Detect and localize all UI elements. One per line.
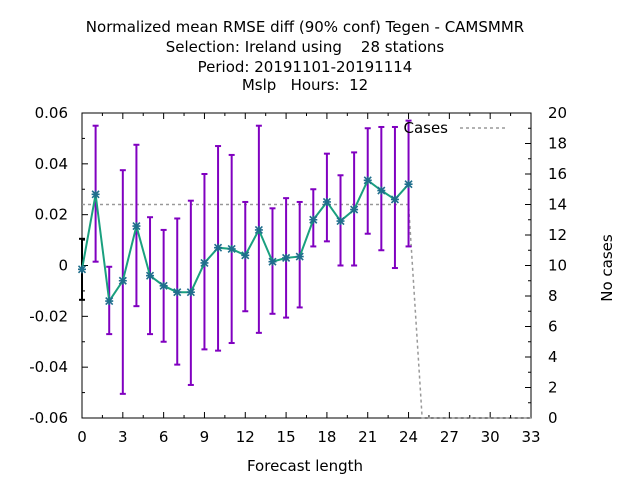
legend-label-cases: Cases (403, 119, 448, 137)
y2-axis-label: No cases (598, 234, 616, 302)
mean-point (404, 180, 413, 189)
mean-series (77, 176, 413, 306)
y2-tick-label: 2 (548, 379, 558, 397)
mean-point (105, 297, 114, 306)
mean-point (390, 195, 400, 204)
y2-tick-label: 4 (548, 348, 558, 366)
y2-tick-label: 16 (548, 165, 567, 183)
mean-point (200, 258, 209, 268)
title-line-3: Period: 20191101-20191114 (198, 58, 413, 76)
y2-tick-label: 12 (548, 226, 567, 244)
title-line-2: Selection: Ireland using 28 stations (166, 38, 445, 56)
y2-tick-label: 18 (548, 135, 567, 153)
mean-point (213, 243, 223, 252)
x-tick-label: 6 (159, 428, 169, 446)
y-tick-label: -0.04 (29, 358, 68, 376)
mean-point (91, 190, 100, 199)
mean-point (336, 216, 345, 226)
x-tick-label: 27 (440, 428, 459, 446)
y-tick-label: 0.02 (35, 206, 68, 224)
mean-point (322, 197, 331, 207)
mean-point (268, 257, 277, 266)
y2-tick-label: 0 (548, 409, 558, 427)
legend: Cases (403, 119, 505, 137)
x-axis-label: Forecast length (247, 457, 363, 475)
mean-point (159, 281, 168, 290)
x-tick-label: 3 (118, 428, 128, 446)
x-tick-label: 21 (358, 428, 377, 446)
x-tick-label: 33 (521, 428, 540, 446)
y-tick-label: 0.06 (35, 104, 68, 122)
mean-point (309, 215, 318, 224)
x-tick-label: 24 (399, 428, 418, 446)
x-tick-label: 0 (77, 428, 87, 446)
chart-title: Normalized mean RMSE diff (90% conf) Teg… (86, 18, 524, 94)
y-tick-label: 0.04 (35, 155, 68, 173)
y2-tick-label: 20 (548, 104, 567, 122)
mean-point (227, 244, 236, 254)
title-line-1: Normalized mean RMSE diff (90% conf) Teg… (86, 18, 524, 36)
x-tick-label: 9 (200, 428, 210, 446)
y2-tick-label: 14 (548, 196, 567, 214)
mean-point (118, 276, 127, 285)
title-line-4: Mslp Hours: 12 (242, 76, 368, 94)
x-tick-label: 18 (317, 428, 336, 446)
y-tick-label: -0.02 (29, 307, 68, 325)
mean-point (173, 288, 182, 297)
mean-point (254, 225, 263, 234)
x-tick-label: 30 (481, 428, 500, 446)
mean-point (350, 205, 359, 214)
mean-point (186, 288, 195, 297)
y2-tick-label: 6 (548, 318, 558, 336)
mean-point (295, 252, 304, 261)
y-tick-label: -0.06 (29, 409, 68, 427)
y2-tick-label: 10 (548, 257, 567, 275)
mean-point (77, 265, 87, 274)
x-tick-label: 12 (236, 428, 255, 446)
tick-labels: 0 3 6 9 12 15 18 21 24 27 30 330.060.040.020-0.02-0… (29, 104, 567, 446)
mean-point (132, 222, 141, 231)
mean-point (363, 176, 372, 185)
mean-point (145, 271, 155, 280)
mean-point (282, 253, 291, 262)
mean-point (241, 251, 250, 260)
y2-tick-label: 8 (548, 287, 558, 305)
x-tick-label: 15 (277, 428, 296, 446)
y-tick-label: 0 (58, 257, 68, 275)
mean-point (377, 186, 386, 195)
